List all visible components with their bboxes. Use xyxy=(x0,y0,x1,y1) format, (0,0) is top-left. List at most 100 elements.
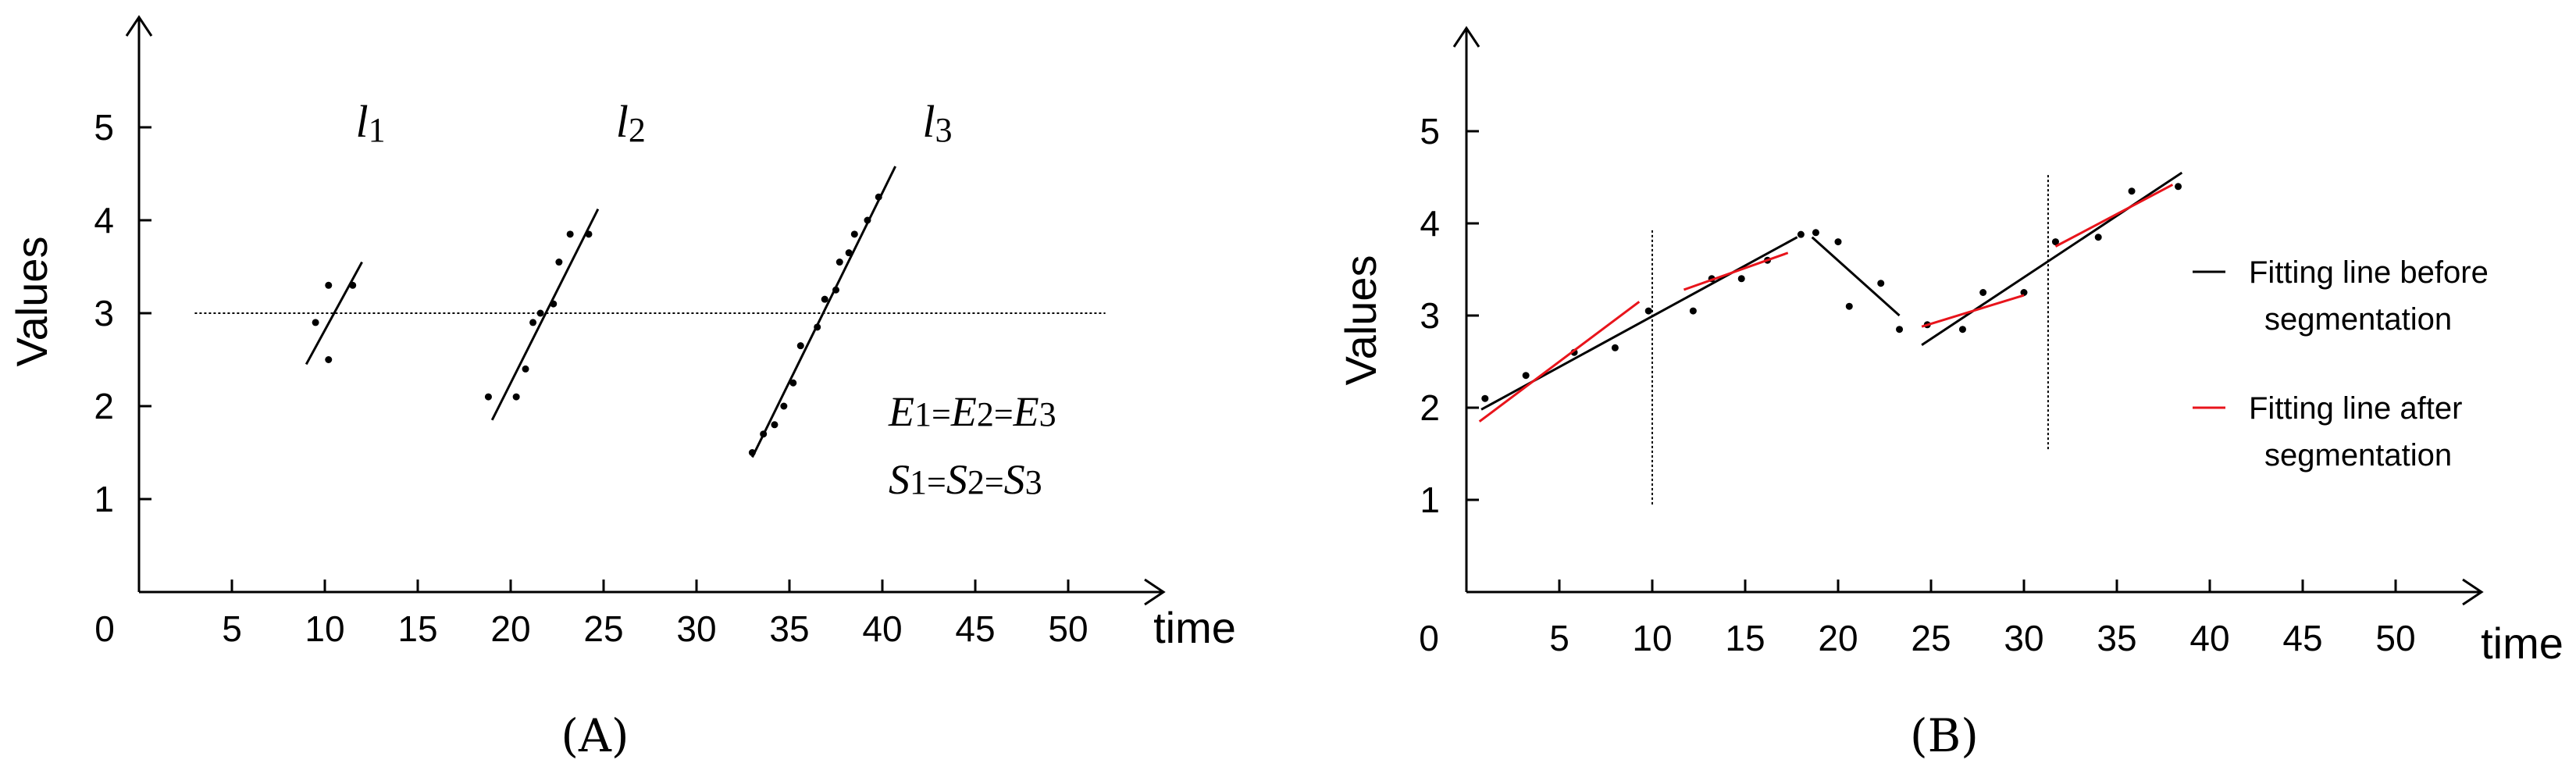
fit-line-after xyxy=(1921,294,2025,328)
data-point xyxy=(2175,183,2182,191)
x-tick-label: 30 xyxy=(2004,618,2043,658)
annotation-part: = xyxy=(927,463,946,501)
x-tick-label: 5 xyxy=(1549,618,1569,658)
y-tick-label: 4 xyxy=(94,200,114,241)
data-point xyxy=(1958,326,1966,333)
data-point xyxy=(555,259,563,266)
legend-label: Fitting line after xyxy=(2249,391,2462,426)
data-point xyxy=(1812,229,1819,237)
annotation-e: E1=E2=E3 xyxy=(888,388,1056,435)
data-point xyxy=(1877,280,1885,287)
panel-caption: (A) xyxy=(561,709,629,762)
data-point xyxy=(850,230,858,238)
x-tick-label: 10 xyxy=(1632,618,1672,658)
data-point xyxy=(1845,302,1853,310)
segment-label: l2 xyxy=(616,96,646,149)
annotation-part: 2 xyxy=(977,395,994,433)
x-tick-label: 0 xyxy=(94,608,115,649)
x-tick-label: 45 xyxy=(955,608,995,649)
fit-line-before xyxy=(1921,171,2183,347)
x-tick-label: 50 xyxy=(2375,618,2415,658)
annotation-s: S1=S2=S3 xyxy=(889,456,1042,503)
annotation-part: E xyxy=(950,388,977,435)
x-tick-label: 35 xyxy=(2097,618,2136,658)
y-tick-label: 1 xyxy=(1420,480,1440,520)
x-axis-label: time xyxy=(1153,603,1236,652)
x-tick-label: 15 xyxy=(397,608,437,649)
fit-line-after xyxy=(1683,251,1789,291)
y-axis-label: Values xyxy=(7,236,56,366)
annotation-part: E xyxy=(888,388,914,435)
data-point xyxy=(1644,307,1652,315)
x-axis-arrow xyxy=(2462,578,2484,606)
fit-line-after xyxy=(2054,184,2174,248)
data-point xyxy=(484,393,492,401)
annotation-part: = xyxy=(932,395,951,433)
segment-label-subscript: 1 xyxy=(369,111,386,149)
panel-caption: (B) xyxy=(1910,709,1979,762)
fit-line xyxy=(305,261,363,366)
annotation-part: S xyxy=(946,456,967,503)
data-point xyxy=(512,393,520,401)
y-tick-label: 1 xyxy=(94,479,114,519)
data-point xyxy=(796,342,804,350)
legend-label: segmentation xyxy=(2264,302,2452,337)
data-point xyxy=(566,230,574,238)
legend: Fitting line before segmentation Fitting l… xyxy=(2193,255,2489,473)
data-point xyxy=(325,356,333,363)
segment-label-subscript: 2 xyxy=(629,111,646,149)
annotation-part: = xyxy=(994,395,1014,433)
y-axis-arrow xyxy=(1452,26,1480,48)
data-point xyxy=(1797,230,1805,238)
x-tick-label: 35 xyxy=(769,608,809,649)
annotation-part: S xyxy=(889,456,910,503)
x-tick-label: 20 xyxy=(490,608,530,649)
segment-label: l3 xyxy=(922,96,952,149)
x-axis-arrow xyxy=(1144,578,1166,606)
fit-line-after xyxy=(1478,301,1641,423)
legend-label: segmentation xyxy=(2264,438,2452,473)
x-tick-label: 30 xyxy=(676,608,716,649)
annotation-part: E xyxy=(1013,388,1039,435)
fit-line xyxy=(490,209,600,421)
legend-label: Fitting line before xyxy=(2249,255,2489,290)
annotation-part: S xyxy=(1004,456,1025,503)
y-tick-label: 5 xyxy=(94,107,114,148)
y-tick-label: 5 xyxy=(1420,111,1440,152)
data-point xyxy=(522,365,529,373)
segment-label-subscript: 3 xyxy=(935,111,953,149)
annotation-part: 1 xyxy=(910,463,927,501)
segment-label-letter: l xyxy=(922,96,935,147)
segment-label: l1 xyxy=(356,96,386,149)
annotation-part: 3 xyxy=(1025,463,1042,501)
x-tick-label: 0 xyxy=(1419,618,1439,658)
data-point xyxy=(836,259,843,266)
data-point xyxy=(1611,344,1619,351)
data-point xyxy=(771,421,779,429)
segment-label-letter: l xyxy=(356,96,369,147)
annotation-part: = xyxy=(985,463,1004,501)
x-tick-label: 40 xyxy=(2189,618,2229,658)
x-tick-label: 15 xyxy=(1725,618,1765,658)
data-point xyxy=(1979,289,1987,296)
data-point xyxy=(536,309,544,317)
data-point xyxy=(1834,238,1842,246)
data-point xyxy=(1522,372,1530,380)
data-point xyxy=(789,379,797,387)
y-tick-label: 2 xyxy=(94,386,114,426)
segment-label-letter: l xyxy=(616,96,629,147)
data-point xyxy=(1689,307,1697,315)
data-point xyxy=(2094,234,2102,241)
x-tick-label: 50 xyxy=(1048,608,1088,649)
data-point xyxy=(1737,275,1745,283)
data-point xyxy=(1481,394,1489,402)
data-point xyxy=(2051,238,2059,246)
y-tick-label: 3 xyxy=(1420,295,1440,336)
y-tick-label: 3 xyxy=(94,293,114,333)
data-point xyxy=(2128,187,2136,195)
data-point xyxy=(1896,326,1904,333)
data-point xyxy=(780,402,788,410)
x-tick-label: 25 xyxy=(583,608,623,649)
